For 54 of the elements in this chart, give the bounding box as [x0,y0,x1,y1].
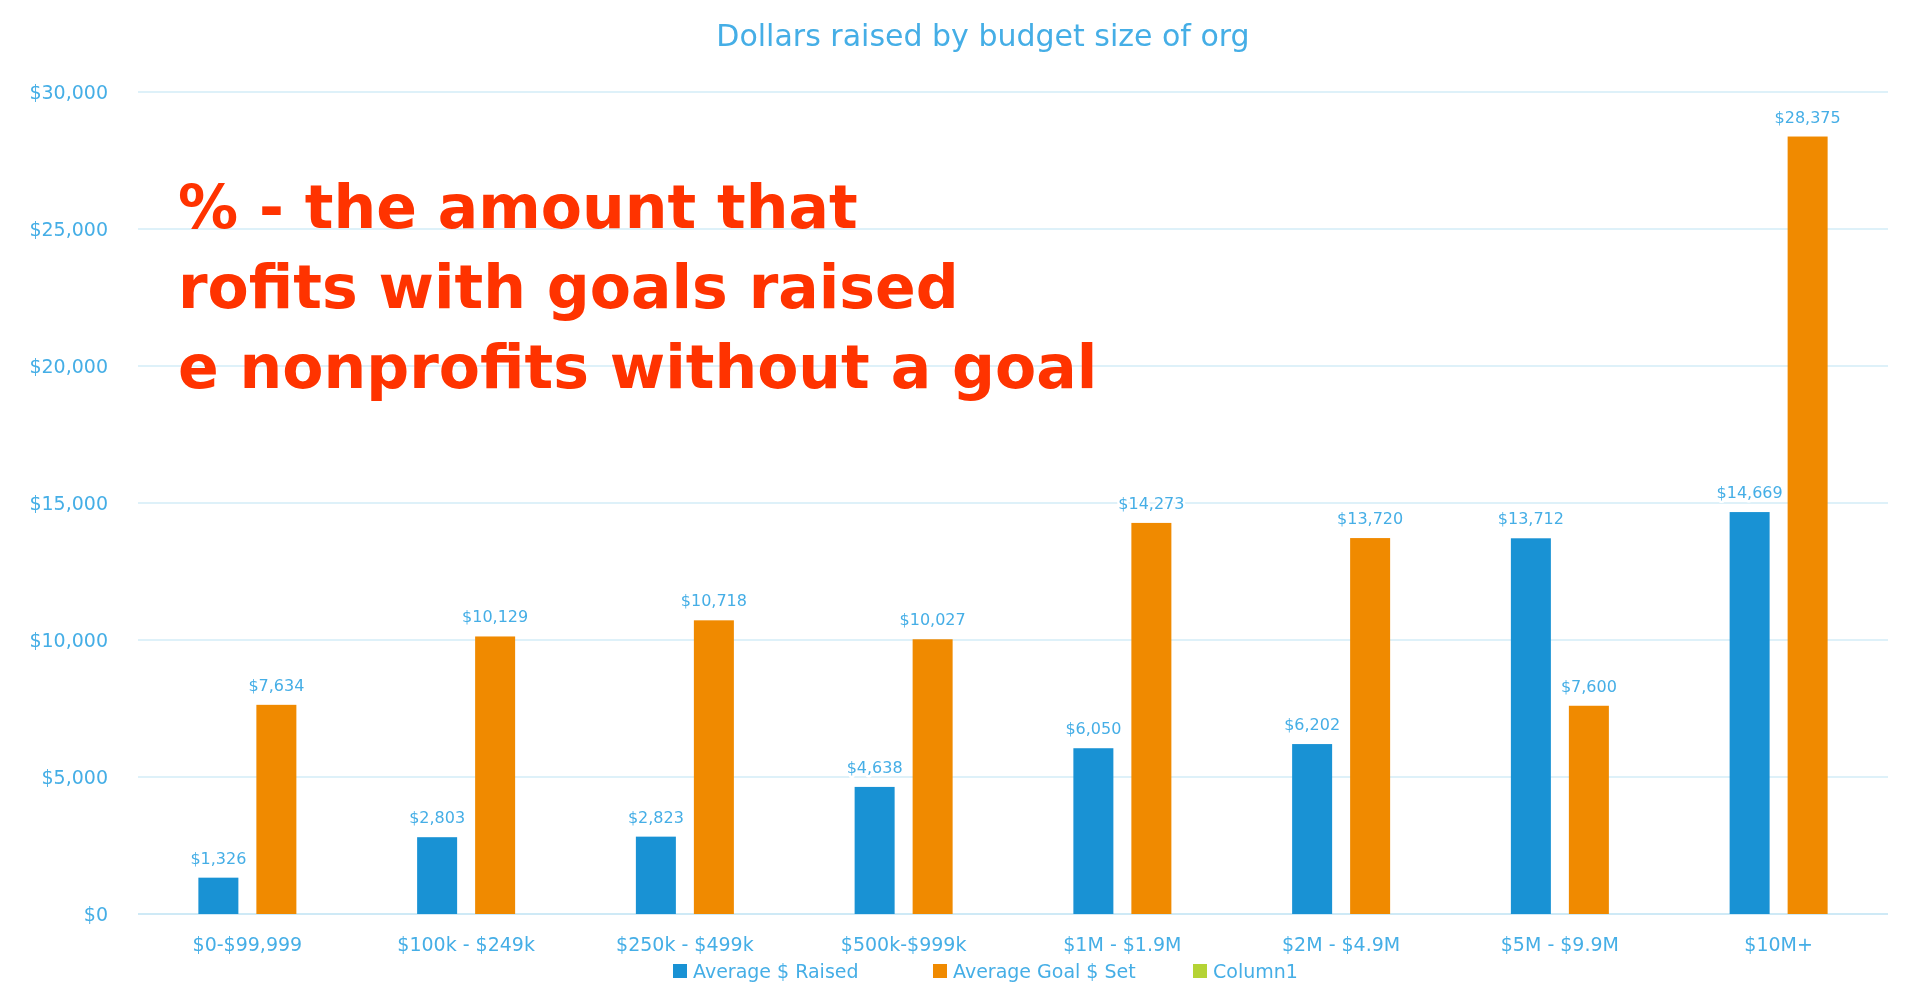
text: $6,050 [1065,719,1122,739]
bar [1073,748,1114,914]
annotation: rofits with goals raised [178,252,959,322]
y-tick-label: $5,000 [41,765,108,788]
bar [1292,744,1333,914]
bar [256,704,297,914]
x-tick-label: $100k - $249k [397,933,535,955]
bar [1350,538,1391,914]
x-tick-label: $0-$99,999 [192,933,303,955]
x-tick-label: $2M - $4.9M [1282,933,1401,955]
text: $13,712 [1497,509,1564,529]
bar [475,636,516,914]
bar [1729,512,1770,914]
text: $14,669 [1716,483,1783,503]
bar [1131,522,1172,914]
bar [912,639,953,914]
x-tick-label: $5M - $9.9M [1500,933,1619,955]
legend-label: Average Goal $ Set [953,960,1136,982]
bar [1787,136,1828,914]
text: $2,823 [627,807,684,827]
text: $7,634 [248,675,305,695]
x-tick-label: $250k - $499k [616,933,754,955]
text: $13,720 [1337,509,1404,529]
text: $28,375 [1774,107,1841,127]
bar [198,877,239,914]
bar [854,786,895,914]
text: $7,600 [1560,676,1617,696]
text: $1,326 [190,848,247,868]
bar [417,837,458,914]
legend-label: Column1 [1213,960,1298,982]
bar [1510,538,1551,914]
bar [635,836,676,914]
text: $6,202 [1284,715,1341,735]
bar [693,620,734,914]
x-tick-label: $1M - $1.9M [1063,933,1182,955]
text: $10,718 [680,591,747,611]
y-tick-label: $20,000 [29,354,108,377]
bar [1568,705,1609,914]
text: $2,803 [409,808,466,828]
text: $10,027 [899,610,966,630]
x-tick-label: $500k-$999k [840,933,967,955]
y-tick-label: $10,000 [29,628,108,651]
y-tick-label: $15,000 [29,491,108,514]
chart-title: Dollars raised by budget size of org [716,18,1250,53]
legend-label: Average $ Raised [693,960,859,982]
x-tick-label: $10M+ [1744,933,1813,955]
annotation: e nonprofits without a goal [178,332,1098,402]
text: $4,638 [846,757,903,777]
y-tick-label: $0 [83,902,108,925]
y-tick-label: $25,000 [29,217,108,240]
annotation: % - the amount that [178,172,858,242]
text: $14,273 [1118,493,1185,513]
y-tick-label: $30,000 [29,80,108,103]
text: $10,129 [462,607,529,627]
